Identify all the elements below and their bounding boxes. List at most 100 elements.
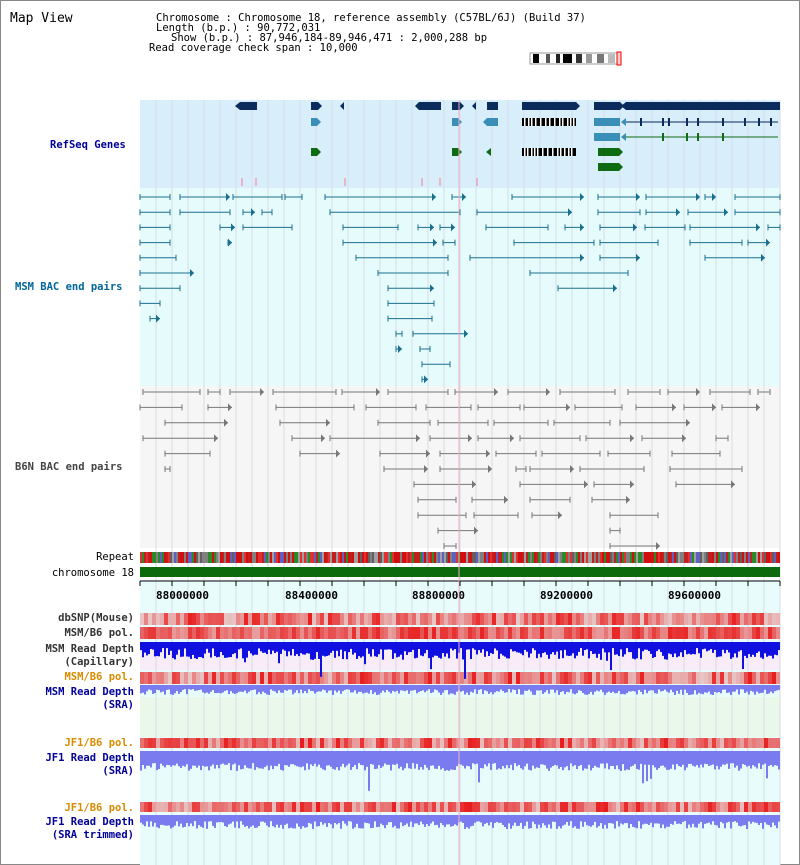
bac-end-pair	[439, 223, 455, 232]
bac-end-pair	[324, 193, 436, 201]
dbsnp-heat-track	[140, 613, 780, 625]
bac-end-pair	[585, 434, 634, 443]
bac-end-pair	[139, 239, 171, 246]
chromosome-line: Chromosome : Chromosome 18, reference as…	[156, 12, 586, 24]
bac-end-pair	[437, 526, 478, 535]
bac-end-pair	[689, 223, 760, 232]
chromosome-info: Chromosome : Chromosome 18, reference as…	[149, 12, 586, 54]
bac-end-pair	[395, 345, 402, 353]
track-label-chromosome[interactable]: chromosome 18	[52, 567, 134, 579]
bac-end-pair	[641, 434, 686, 443]
bac-end-pair	[242, 224, 293, 231]
bac-end-pair	[529, 465, 574, 473]
bac-end-pair	[531, 511, 562, 520]
axis-tick-label: 88000000	[156, 589, 209, 602]
axis-tick-label: 89600000	[668, 589, 721, 602]
bac-end-pair	[619, 418, 690, 427]
track-label-dbsnp[interactable]: dbSNP(Mouse)	[58, 612, 134, 624]
refseq-transcript	[487, 118, 498, 126]
b6n-bac-end-pairs-track[interactable]	[139, 388, 771, 550]
bac-end-pair	[734, 209, 781, 216]
bac-end-pair	[139, 269, 194, 277]
bac-end-pair	[179, 193, 230, 201]
refseq-gene	[240, 102, 257, 110]
bac-end-pair	[689, 239, 743, 246]
refseq-gene-arrow	[318, 102, 322, 110]
bac-end-pair	[139, 404, 183, 411]
track-label-jf1-depth-trim[interactable]: JF1 Read Depth	[45, 816, 134, 828]
bac-end-pair	[139, 254, 177, 261]
bac-end-pair	[609, 527, 621, 534]
depth-tracks[interactable]	[140, 642, 780, 829]
bac-end-pair	[635, 403, 676, 412]
bac-end-pair	[523, 403, 570, 412]
bac-end-pair	[687, 208, 728, 217]
bac-end-pair	[704, 193, 716, 201]
bac-end-pair	[579, 466, 645, 472]
bac-end-pair	[139, 209, 171, 216]
bac-end-pair	[597, 209, 641, 216]
jf1-pol-heat-track	[140, 738, 780, 748]
track-label-msm-pol[interactable]: MSM/B6 pol.	[64, 627, 134, 639]
track-label-jf1-depth-sra-sub: (SRA)	[102, 765, 134, 777]
bac-end-pair	[383, 465, 428, 473]
bac-end-pair	[149, 314, 160, 323]
track-label-msm-pol-2[interactable]: MSM/B6 pol.	[64, 671, 134, 683]
bac-end-pair	[142, 434, 218, 443]
refseq-cds	[311, 148, 317, 156]
track-label-msm-bac[interactable]: MSM BAC end pairs	[15, 281, 122, 293]
bac-end-pair	[421, 375, 428, 384]
refseq-transcript-arrow	[317, 118, 321, 126]
bac-end-pair	[139, 300, 161, 307]
bac-end-pair	[365, 404, 417, 411]
bac-end-pair	[511, 193, 584, 201]
bac-end-pair	[139, 224, 171, 231]
bac-end-pair	[342, 224, 399, 231]
bac-end-pair	[515, 466, 527, 472]
bac-end-pair	[261, 209, 273, 216]
msm-bac-end-pairs-track[interactable]	[139, 193, 781, 384]
msm-pol2-heat-track	[140, 672, 780, 684]
track-label-jf1-pol-2[interactable]: JF1/B6 pol.	[64, 802, 134, 814]
track-label-msm-depth-cap[interactable]: MSM Read Depth	[45, 643, 134, 655]
refseq-exon-ticks	[524, 118, 772, 156]
heat-tracks[interactable]	[140, 613, 780, 812]
track-label-refseq[interactable]: RefSeq Genes	[50, 139, 126, 151]
bac-end-pair	[599, 239, 659, 246]
bac-end-pair	[609, 512, 659, 519]
refseq-gene-arrow	[235, 102, 240, 110]
bac-end-pair	[767, 224, 781, 231]
bac-end-pair	[669, 466, 743, 472]
jf1-sra-trimmed-depth	[140, 815, 780, 829]
bac-end-pair	[437, 419, 489, 426]
bac-end-pair	[439, 465, 492, 473]
ideogram-current-region	[616, 51, 622, 66]
track-label-b6n-bac[interactable]: B6N BAC end pairs	[15, 461, 122, 473]
refseq-gene	[452, 102, 460, 110]
track-label-msm-depth-sra[interactable]: MSM Read Depth	[45, 686, 134, 698]
bac-end-pair	[139, 285, 181, 292]
bac-end-pair	[513, 239, 595, 246]
repeat-track[interactable]	[140, 552, 780, 563]
bac-end-pair	[164, 466, 171, 472]
bac-end-pair	[342, 238, 437, 247]
bac-end-pair	[559, 389, 616, 395]
bac-end-pair	[709, 389, 751, 395]
track-label-repeat[interactable]: Repeat	[96, 551, 134, 563]
position-axis: 88000000 88400000 88800000 89200000 8960…	[139, 580, 781, 602]
bac-end-pair	[429, 434, 472, 443]
length-line: Length (b.p.) : 90,772,031	[156, 22, 320, 34]
bac-end-pair	[675, 480, 735, 489]
track-label-jf1-pol[interactable]: JF1/B6 pol.	[64, 737, 134, 749]
chromosome-ideogram[interactable]	[529, 51, 622, 66]
bac-end-pair	[421, 361, 451, 368]
chromosome-bar[interactable]	[140, 567, 780, 577]
track-label-jf1-depth-sra[interactable]: JF1 Read Depth	[45, 752, 134, 764]
bac-end-pair	[495, 450, 537, 457]
axis-tick-label: 88400000	[285, 589, 338, 602]
show-range-line: Show (b.p.) : 87,946,184-89,946,471 : 2,…	[171, 32, 487, 44]
bac-end-pair	[291, 434, 325, 443]
bac-end-pair	[519, 435, 581, 442]
bac-end-pair	[473, 512, 519, 519]
